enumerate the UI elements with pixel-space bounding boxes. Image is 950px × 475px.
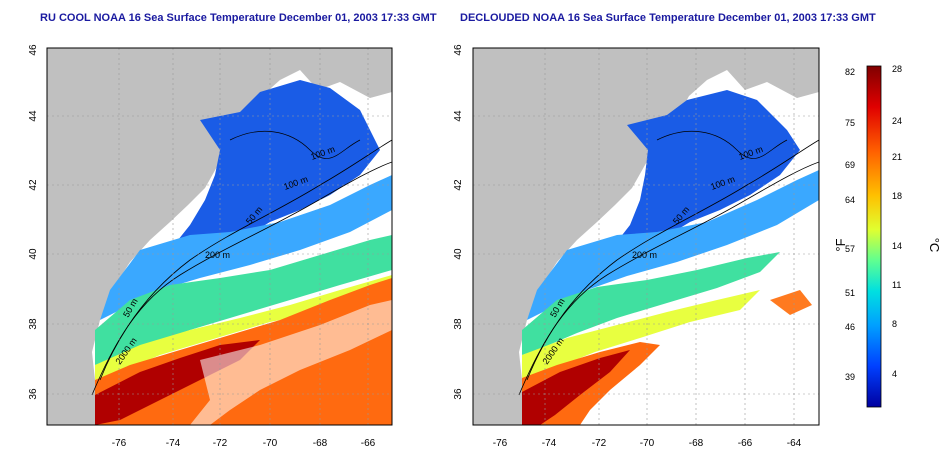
- lon-tick: -72: [213, 438, 228, 449]
- lon-tick: -68: [689, 438, 704, 449]
- lon-tick: -70: [263, 438, 278, 449]
- lat-tick: 40: [453, 248, 464, 260]
- lat-tick: 36: [453, 388, 464, 400]
- colorbar-c-tick: 4: [892, 369, 897, 379]
- colorbar-gradient: [866, 65, 882, 408]
- lat-tick: 46: [28, 44, 39, 56]
- lon-tick: -72: [592, 438, 607, 449]
- sst-slope-water: [95, 235, 392, 365]
- left-map-panel: 100 m 100 m 50 m 200 m 50 m 2000 m: [46, 47, 393, 426]
- sst-gulf-stream-core: [522, 350, 630, 425]
- lat-tick: 44: [28, 110, 39, 122]
- lat-tick: 46: [453, 44, 464, 56]
- lon-tick: -70: [640, 438, 655, 449]
- land-mass: [473, 48, 819, 425]
- lat-tick: 40: [28, 248, 39, 260]
- colorbar-c-tick: 28: [892, 64, 902, 74]
- left-lon-axis: -76 -74 -72 -70 -68 -66: [112, 438, 376, 449]
- lat-tick: 42: [28, 179, 39, 191]
- sst-warm-band: [95, 275, 392, 380]
- lat-tick: 42: [453, 179, 464, 191]
- sst-warm-band: [522, 290, 760, 378]
- colorbar-f-tick: 75: [845, 118, 855, 128]
- lon-tick: -66: [361, 438, 376, 449]
- right-panel-title: DECLOUDED NOAA 16 Sea Surface Temperatur…: [460, 12, 876, 24]
- colorbar-c-tick: 21: [892, 152, 902, 162]
- colorbar-f-tick: 46: [845, 322, 855, 332]
- land-mass: [47, 48, 392, 425]
- colorbar-c-ticks: 28 24 21 18 14 11 8 4: [892, 64, 902, 379]
- sst-mid-shelf: [527, 170, 819, 320]
- lon-tick: -74: [542, 438, 557, 449]
- colorbar-c-tick: 11: [892, 280, 901, 290]
- left-panel-title: RU COOL NOAA 16 Sea Surface Temperature …: [40, 12, 437, 24]
- contour-label: 200 m: [632, 250, 657, 260]
- colorbar-f-ticks: 82 75 69 64 57 51 46 39: [845, 67, 855, 382]
- colorbar-f-unit: °F: [833, 238, 848, 251]
- left-lat-axis: 36 38 40 42 44 46: [28, 44, 39, 400]
- colorbar: 82 75 69 64 57 51 46 39 28 24 21 18 14 1…: [833, 64, 942, 408]
- lon-tick: -66: [738, 438, 753, 449]
- lon-tick: -68: [313, 438, 328, 449]
- bathymetry-contour: [91, 161, 392, 396]
- colorbar-f-tick: 51: [845, 288, 855, 298]
- bathymetry-contour: [229, 130, 361, 159]
- lon-tick: -76: [493, 438, 508, 449]
- colorbar-c-tick: 8: [892, 319, 897, 329]
- lon-tick: -76: [112, 438, 127, 449]
- right-lon-axis: -76 -74 -72 -70 -68 -66 -64: [493, 438, 802, 449]
- colorbar-c-tick: 14: [892, 241, 902, 251]
- bathymetry-contour: [518, 161, 819, 396]
- lon-tick: -64: [787, 438, 802, 449]
- colorbar-c-unit: °C: [927, 238, 942, 253]
- colorbar-c-tick: 24: [892, 116, 902, 126]
- lat-tick: 36: [28, 388, 39, 400]
- lat-tick: 44: [453, 110, 464, 122]
- cloud-mask: [190, 300, 392, 425]
- colorbar-c-tick: 18: [892, 191, 902, 201]
- right-map-panel: 100 m 100 m 50 m 200 m 50 m 2000 m: [472, 47, 820, 426]
- colorbar-f-tick: 69: [845, 160, 855, 170]
- bathymetry-contour: [656, 130, 788, 159]
- sst-patch: [770, 290, 812, 315]
- lat-tick: 38: [28, 318, 39, 330]
- right-lat-axis: 36 38 40 42 44 46: [453, 44, 464, 400]
- colorbar-f-tick: 64: [845, 195, 855, 205]
- contour-label: 200 m: [205, 250, 230, 260]
- sst-cold-shelf: [612, 90, 800, 250]
- colorbar-f-tick: 82: [845, 67, 855, 77]
- sst-cold-shelf: [170, 80, 380, 262]
- lon-tick: -74: [166, 438, 181, 449]
- colorbar-f-tick: 39: [845, 372, 855, 382]
- lat-tick: 38: [453, 318, 464, 330]
- colorbar-f-tick: 57: [845, 244, 855, 254]
- sst-slope-water: [522, 252, 780, 355]
